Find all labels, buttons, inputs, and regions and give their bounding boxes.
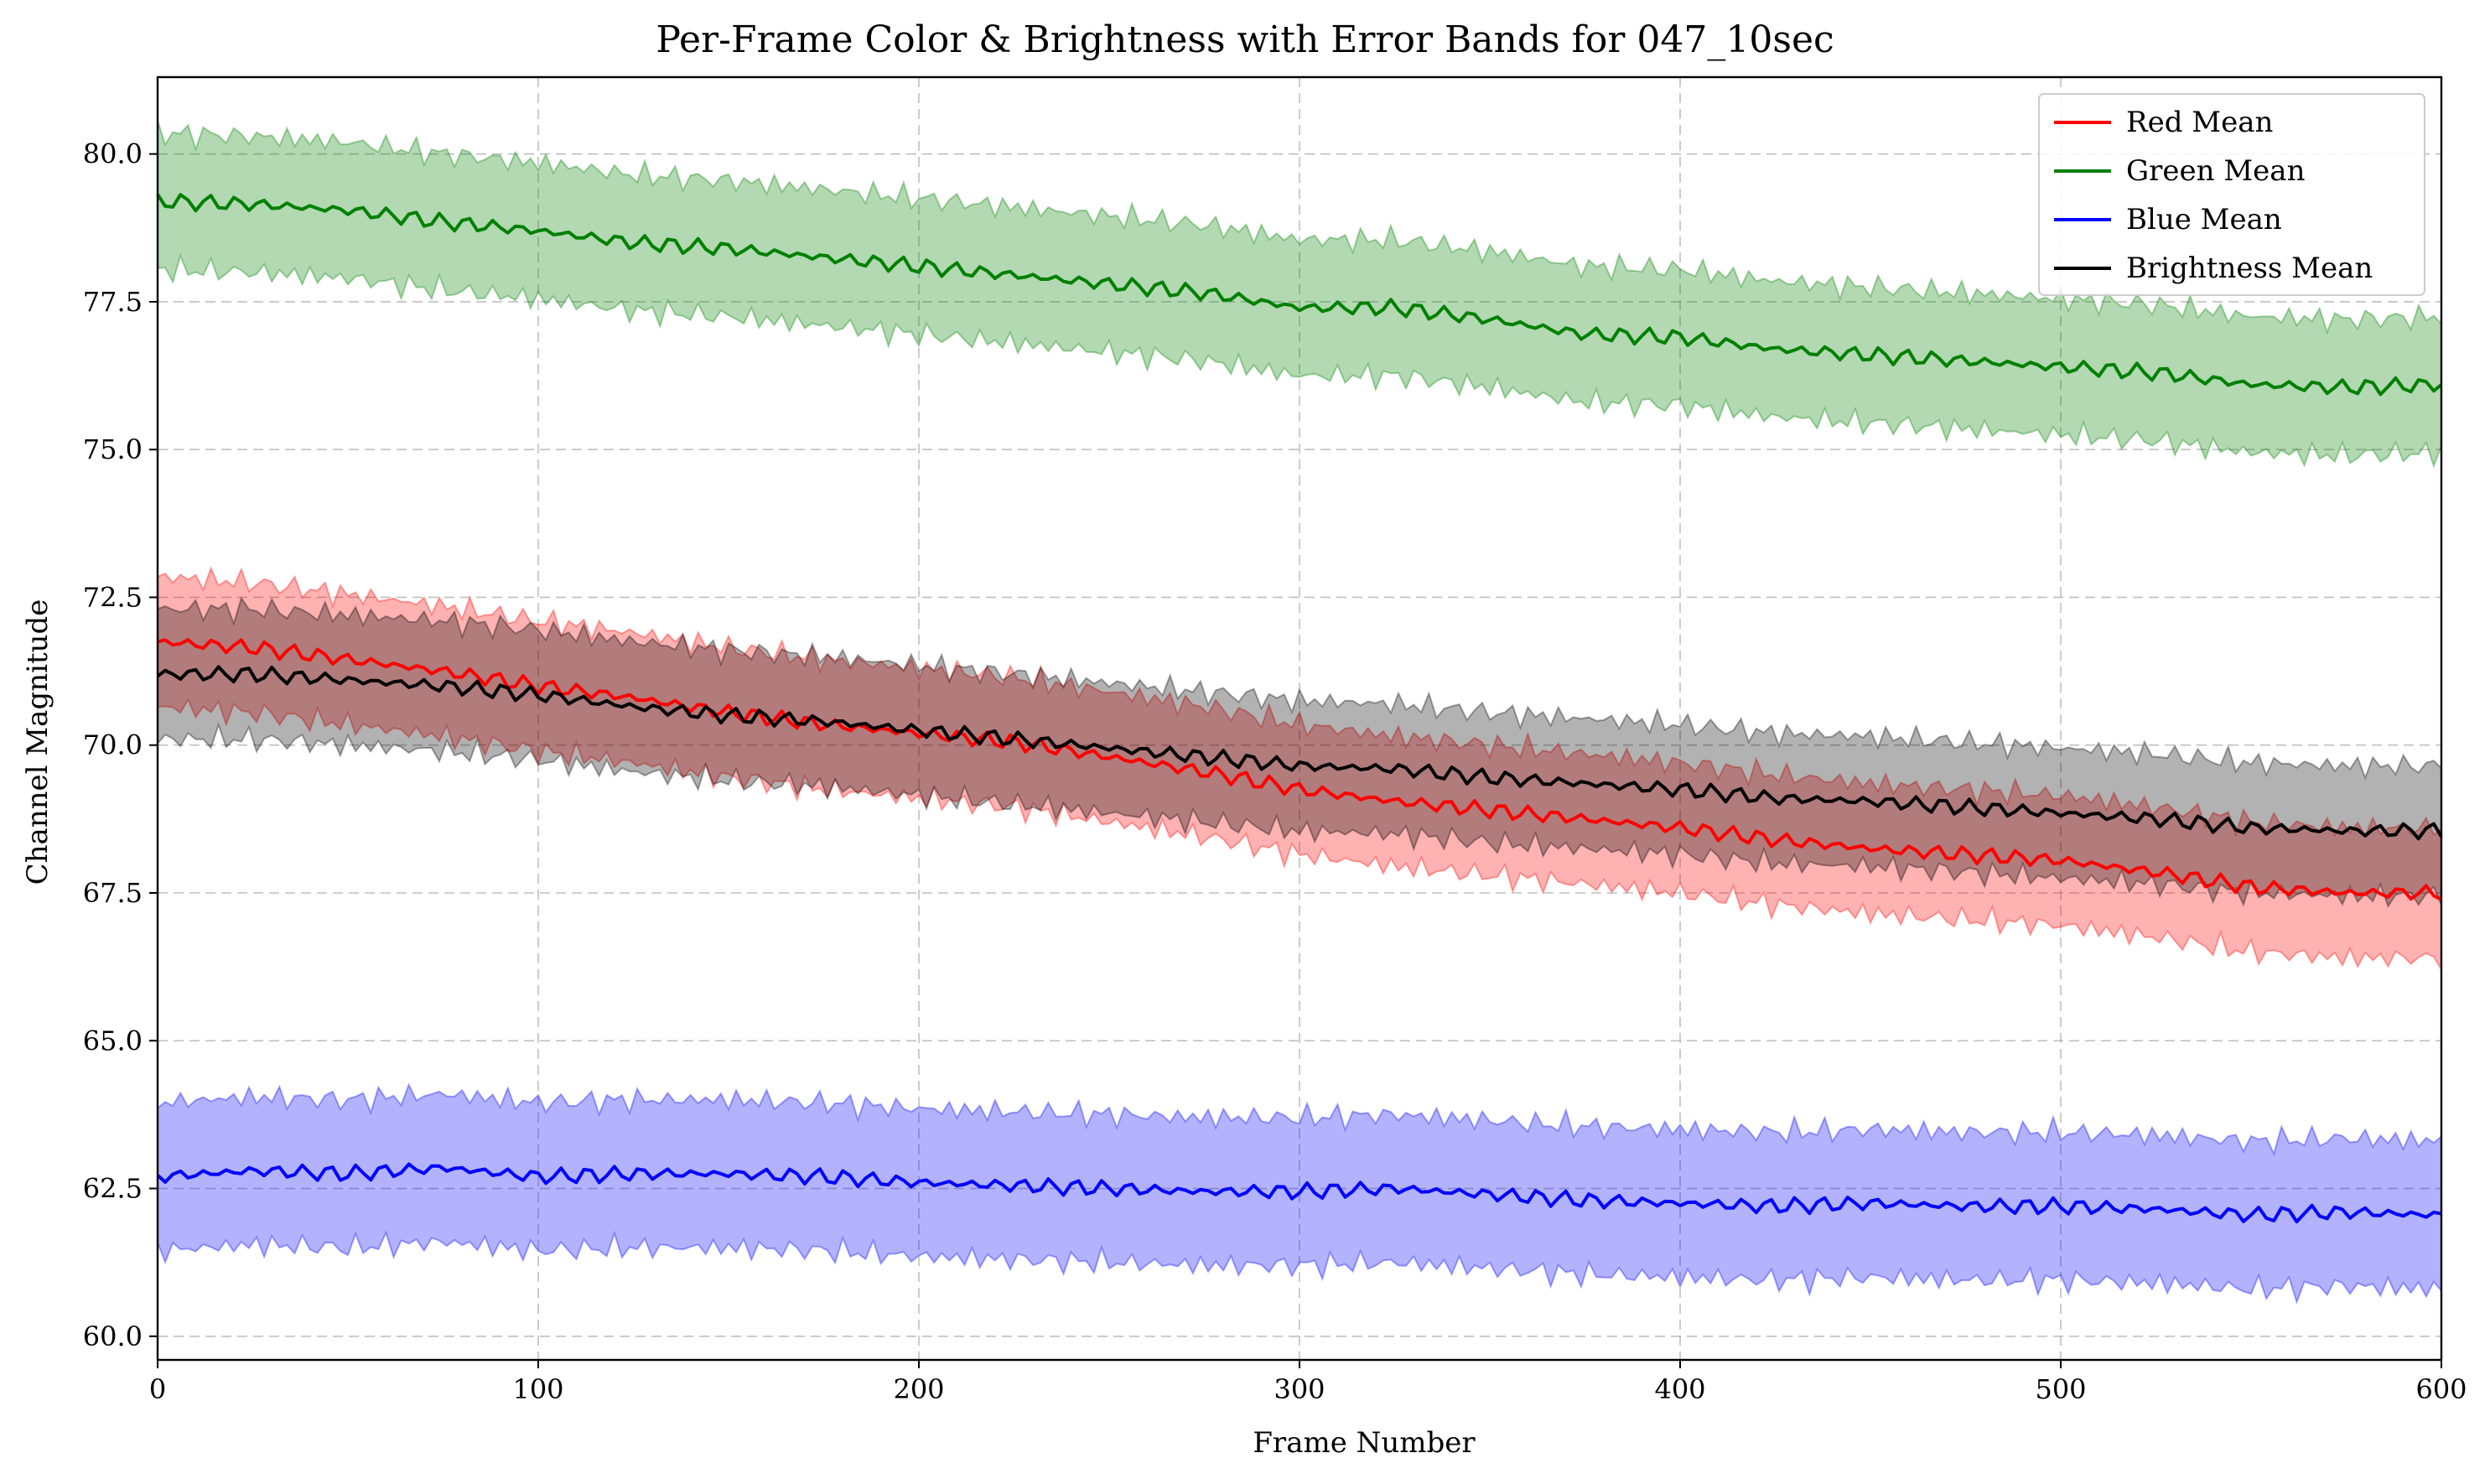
error-bands [157,120,2442,1305]
y-tick-label: 75.0 [83,433,143,465]
series-line-0 [157,638,2442,901]
y-axis-ticks: 60.0 62.5 65.0 67.5 70.0 72.5 75.0 77.5 80.0 [83,138,158,1352]
x-tick-label: 100 [512,1373,563,1405]
x-axis-label: Frame Number [1253,1426,1476,1460]
x-tick-label: 600 [2415,1373,2467,1405]
x-tick-label: 200 [893,1373,944,1405]
y-axis-label: Channel Magnitude [21,599,54,885]
x-tick-label: 400 [1654,1373,1705,1405]
x-tick-label: 500 [2035,1373,2086,1405]
y-tick-label: 65.0 [83,1025,143,1056]
y-tick-label: 62.5 [83,1173,143,1205]
legend: Red Mean Green Mean Blue Mean Brightness Me… [2038,93,2425,296]
x-tick-label: 300 [1274,1373,1325,1405]
y-tick-label: 80.0 [83,138,143,170]
y-tick-label: 60.0 [83,1321,143,1352]
legend-box [2038,93,2425,296]
x-tick-label: 0 [149,1373,166,1405]
series-line-2 [156,1162,2442,1224]
y-tick-label: 72.5 [83,581,143,613]
series-line-1 [156,193,2443,397]
y-tick-label: 77.5 [83,286,143,318]
legend-label: Brightness Mean [2126,252,2373,285]
chart-title: Per-Frame Color & Brightness with Error … [656,18,1834,61]
x-axis-ticks: 0 100 200 300 400 500 600 [149,1360,2467,1405]
legend-label: Red Mean [2126,106,2273,139]
legend-label: Green Mean [2126,154,2305,188]
y-tick-label: 70.0 [83,729,143,761]
series-lines [156,193,2443,1224]
y-tick-label: 67.5 [83,877,143,909]
legend-label: Blue Mean [2126,203,2282,236]
series-line-3 [156,665,2443,841]
